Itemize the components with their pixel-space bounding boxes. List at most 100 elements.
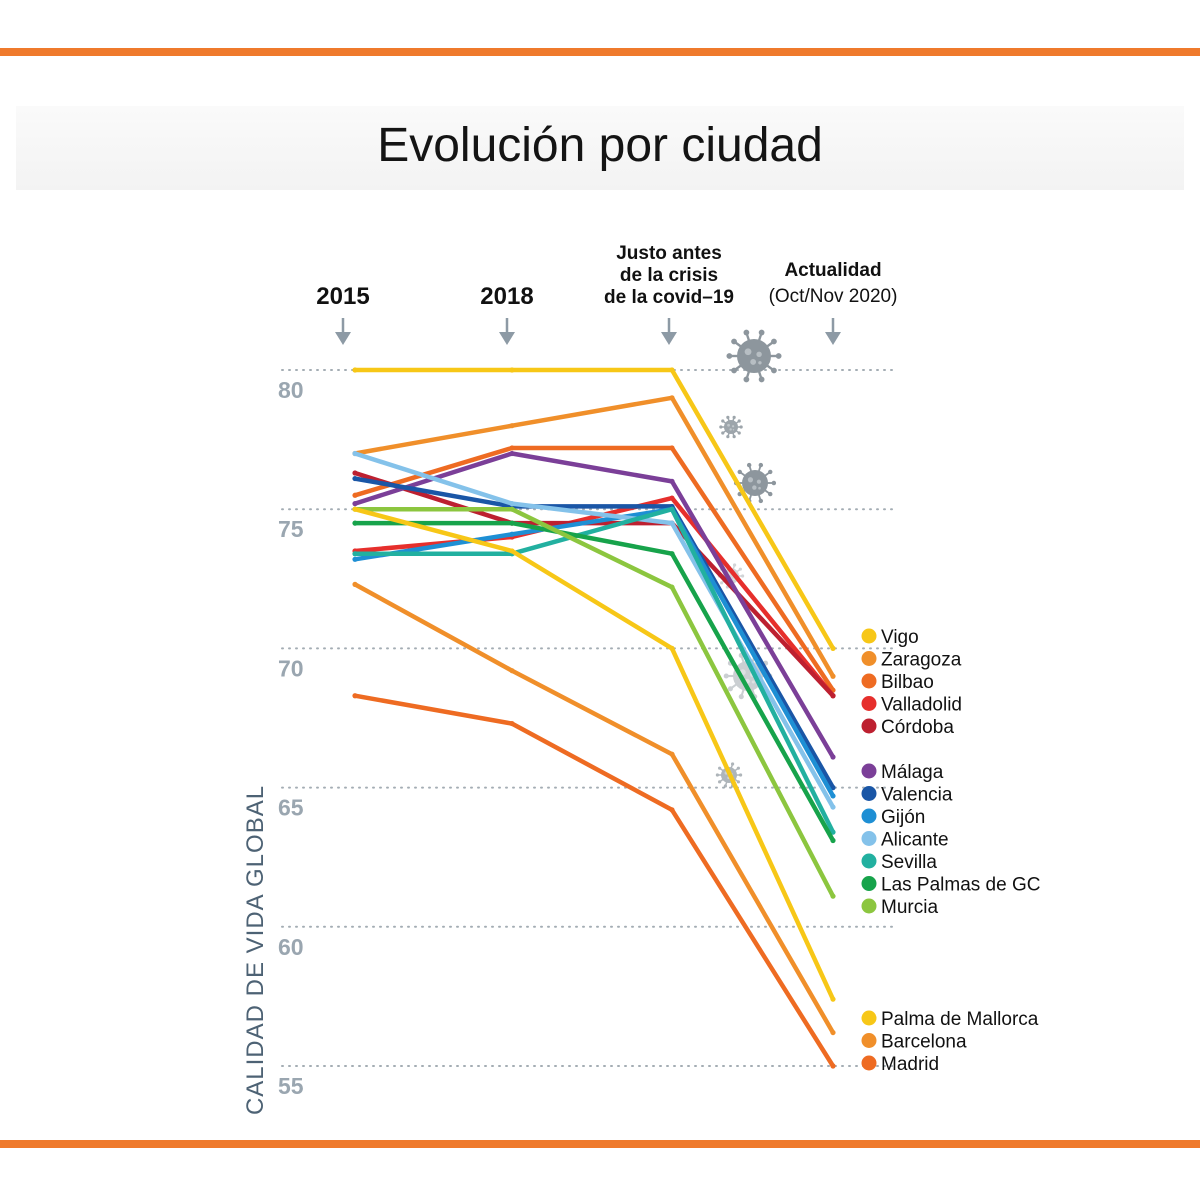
series-line-Vigo — [352, 367, 836, 651]
virus-spike-tip — [718, 766, 722, 770]
data-point-Vigo-2015 — [352, 367, 358, 373]
series-line-Murcia — [352, 506, 836, 899]
data-point-Valencia-Actualidad (Oct/Nov 2020) — [830, 785, 836, 791]
data-point-Alicante-2015 — [352, 450, 358, 457]
column-arrow-3-head — [825, 332, 841, 345]
virus-spike-tip — [758, 329, 765, 336]
virus-spike-tip — [732, 435, 736, 439]
virus-spike-tip — [730, 762, 735, 766]
virus-spike-tip — [768, 491, 773, 497]
data-point-Bilbao-2015 — [352, 492, 358, 498]
y-tick-label: 80 — [278, 377, 304, 403]
column-header-actualidad: Actualidad — [784, 260, 881, 281]
data-point-Córdoba-2015 — [352, 470, 358, 476]
top-accent-bar — [0, 48, 1200, 56]
data-point-Málaga-2018 — [509, 450, 515, 457]
legend-marker-Córdoba — [861, 718, 877, 734]
virus-spike-tip — [719, 425, 723, 429]
virus-spike-tip — [726, 415, 730, 419]
data-point-Palma de Mallorca-2015 — [352, 506, 358, 512]
data-point-Bilbao-Justo antes de la crisis de la covid–19 — [669, 445, 675, 451]
data-point-Gijón-2018 — [509, 531, 515, 537]
virus-spike — [732, 564, 736, 570]
legend-label-Las Palmas de GC: Las Palmas de GC — [881, 875, 1040, 896]
virus-spike-tip — [758, 498, 764, 504]
legend-marker-Zaragoza — [861, 651, 877, 666]
legend-marker-Valladolid — [861, 696, 877, 711]
virus-spike-tip — [758, 376, 765, 383]
column-header-covid-line: Justo antes — [616, 243, 722, 264]
data-point-Vigo-2018 — [509, 367, 515, 373]
legend-marker-Vigo — [861, 628, 877, 644]
virus-spike-tip — [736, 766, 740, 770]
virus-spike-tip — [771, 338, 777, 345]
series-line-Gijón — [352, 506, 836, 799]
virus-icon — [719, 415, 743, 439]
legend-label-Murcia: Murcia — [881, 897, 938, 918]
virus-icon — [726, 329, 782, 383]
data-point-Vigo-Justo antes de la crisis de la covid–19 — [669, 367, 675, 373]
y-tick-label: 70 — [278, 655, 304, 681]
virus-spike-tip — [768, 469, 773, 475]
data-point-Barcelona-2018 — [509, 668, 515, 674]
virus-spike-tip — [726, 353, 733, 359]
series-line-Zaragoza — [352, 395, 836, 679]
virus-spike-tip — [771, 367, 777, 374]
series-line-Madrid — [352, 693, 836, 1069]
virus-spike-tip — [743, 329, 750, 336]
y-tick-label: 60 — [278, 934, 304, 960]
bottom-accent-bar — [0, 1140, 1200, 1148]
data-point-Alicante-Justo antes de la crisis de la covid–19 — [669, 520, 675, 526]
virus-spike — [736, 568, 741, 573]
virus-spot — [731, 425, 735, 428]
data-point-Gijón-Actualidad (Oct/Nov 2020) — [830, 793, 836, 799]
legend-marker-Málaga — [861, 763, 877, 779]
virus-spike-tip — [738, 694, 744, 700]
legend-label-Valencia: Valencia — [881, 785, 953, 806]
legend-label-Málaga: Málaga — [881, 762, 944, 783]
legend-marker-Alicante — [861, 831, 877, 846]
column-arrow-2-head — [661, 332, 677, 345]
virus-spot — [758, 486, 761, 490]
virus-body — [737, 339, 771, 373]
virus-spike-tip — [721, 431, 725, 435]
legend-label-Palma de Mallorca: Palma de Mallorca — [881, 1009, 1039, 1030]
series-line-Alicante — [352, 451, 836, 810]
data-point-Alicante-Actualidad (Oct/Nov 2020) — [830, 804, 836, 810]
series-line-Palma de Mallorca — [352, 506, 836, 1002]
virus-spike-tip — [731, 367, 737, 374]
y-tick-label: 55 — [278, 1073, 304, 1099]
virus-spot — [732, 429, 735, 431]
virus-spike-tip — [737, 419, 741, 423]
virus-spike-tip — [726, 435, 730, 439]
data-point-Palma de Mallorca-2018 — [509, 548, 515, 554]
series-line-Barcelona — [352, 582, 836, 1035]
data-point-Sevilla-Actualidad (Oct/Nov 2020) — [830, 829, 836, 835]
data-point-Málaga-Actualidad (Oct/Nov 2020) — [830, 754, 836, 760]
virus-spot — [756, 479, 761, 484]
virus-spike-tip — [721, 419, 725, 423]
virus-spike-tip — [715, 773, 720, 777]
virus-spike-tip — [758, 462, 764, 468]
y-axis-title: CALIDAD DE VIDA GLOBAL — [242, 785, 269, 1115]
data-point-Alicante-2018 — [509, 501, 515, 507]
data-point-Málaga-2015 — [352, 501, 358, 507]
column-header-2018: 2018 — [480, 283, 533, 310]
data-point-Palma de Mallorca-Actualidad (Oct/Nov 2020) — [830, 996, 836, 1002]
data-point-Bilbao-2018 — [509, 445, 515, 451]
virus-spike-tip — [737, 469, 742, 475]
series-line-Valladolid — [352, 495, 836, 698]
data-point-Madrid-2015 — [352, 693, 358, 699]
legend-label-Alicante: Alicante — [881, 830, 949, 851]
data-point-Barcelona-Actualidad (Oct/Nov 2020) — [830, 1029, 836, 1036]
data-point-Madrid-Actualidad (Oct/Nov 2020) — [830, 1063, 836, 1069]
legend-marker-Murcia — [861, 898, 877, 914]
y-tick-label: 75 — [278, 516, 304, 542]
page-title: Evolución por ciudad — [377, 119, 823, 172]
column-header-covid-line: de la covid–19 — [604, 287, 734, 308]
virus-spike-tip — [718, 780, 722, 784]
virus-spike-tip — [739, 425, 743, 429]
virus-spike-tip — [746, 462, 752, 468]
virus-spike-tip — [723, 784, 728, 788]
